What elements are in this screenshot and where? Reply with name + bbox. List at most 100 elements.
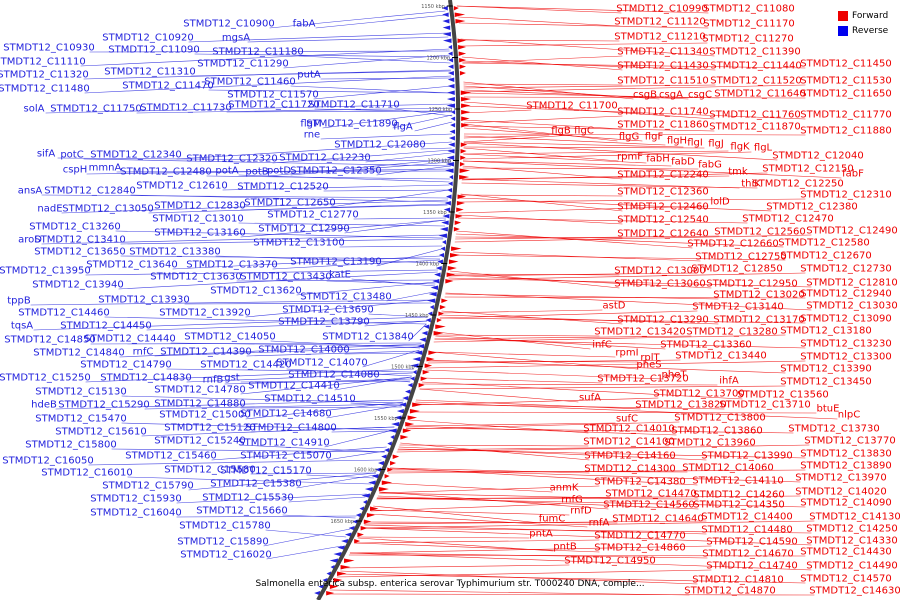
gene-connector [448, 272, 806, 281]
gene-label: STMDT12_C13620 [210, 286, 301, 297]
gene-label: STMDT12_C15240 [154, 436, 245, 447]
gene-connector [434, 338, 806, 349]
gene-label: STMDT12_C12940 [800, 289, 891, 300]
gene-label: rnfC [133, 347, 154, 358]
forward-gene-arrow [329, 584, 339, 589]
reverse-gene-arrow [430, 285, 439, 290]
gene-label: STMDT12_C13800 [674, 413, 765, 424]
gene-label: nadE [37, 204, 62, 215]
gene-label: STMDT12_C13180 [780, 326, 871, 337]
gene-connector [448, 277, 812, 288]
gene-label: STMDT12_C13170 [713, 315, 804, 326]
gene-connector [371, 509, 570, 516]
forward-gene-arrow [453, 227, 460, 232]
gene-connector [238, 222, 445, 227]
gene-label: STMDT12_C13060 [614, 279, 705, 290]
gene-label: STMDT12_C14950 [564, 556, 655, 567]
gene-connector [441, 310, 623, 325]
gene-connector [265, 529, 347, 538]
forward-gene-arrow [326, 591, 335, 596]
scale-tick-label: 1600 kbp [354, 468, 378, 474]
gene-label: STMDT12_C14870 [684, 586, 775, 597]
forward-gene-arrow [337, 571, 347, 576]
reverse-gene-arrow [446, 103, 456, 108]
gene-label: flgK [730, 142, 750, 153]
gene-connector [144, 403, 403, 410]
forward-gene-arrow [458, 45, 467, 50]
gene-label: STMDT12_C16020 [180, 550, 271, 561]
gene-connector [84, 75, 452, 94]
gene-connector [286, 368, 412, 377]
reverse-gene-arrow [442, 32, 451, 37]
gene-connector [376, 497, 806, 508]
gene-connector [426, 360, 806, 369]
forward-gene-arrow [400, 435, 409, 440]
gene-label: STMDT12_C15660 [196, 506, 287, 517]
gene-connector [376, 495, 801, 500]
gene-connector [462, 56, 623, 71]
gene-connector [344, 219, 446, 234]
gene-connector [238, 174, 450, 183]
gene-label: flgJ [708, 139, 724, 150]
gene-connector [463, 83, 623, 86]
gene-label: csgB [633, 90, 657, 101]
gene-connector [460, 39, 620, 42]
gene-connector [341, 564, 570, 569]
gene-label: STMDT12_C13050 [62, 204, 153, 215]
gene-connector [222, 184, 450, 191]
forward-gene-arrow [461, 116, 470, 121]
gene-label: STMDT12_C11530 [800, 76, 891, 87]
gene-label: STMDT12_C13930 [98, 295, 189, 306]
gene-connector [320, 77, 452, 80]
gene-label: STMDT12_C13360 [660, 340, 751, 351]
gene-connector [377, 495, 699, 510]
gene-connector [440, 314, 719, 325]
gene-connector [268, 158, 452, 177]
gene-connector [388, 470, 688, 473]
gene-label: STMDT12_C11710 [308, 100, 399, 111]
forward-gene-arrow [461, 103, 471, 108]
gene-label: nlpC [838, 410, 860, 421]
gene-label: STMDT12_C13100 [253, 238, 344, 249]
gene-label: STMDT12_C13960 [664, 438, 755, 449]
gene-label: STMDT12_C14070 [276, 358, 367, 369]
gene-connector [250, 472, 376, 475]
forward-gene-arrow [418, 383, 425, 388]
gene-connector [454, 234, 812, 243]
gene-connector [57, 157, 451, 162]
gene-connector [398, 446, 707, 461]
gene-label: flgF [645, 132, 664, 143]
gene-connector [373, 505, 541, 524]
gene-connector [33, 316, 429, 331]
gene-label: flgG [619, 132, 639, 143]
gene-label: STMDT12_C13770 [804, 436, 895, 447]
gene-connector [283, 54, 450, 69]
gene-label: STMDT12_C14110 [692, 476, 783, 487]
gene-connector [190, 70, 451, 77]
forward-gene-arrow [392, 454, 400, 459]
gene-connector [120, 238, 444, 245]
gene-connector [427, 359, 681, 364]
gene-connector [460, 197, 772, 212]
gene-label: thiK [741, 179, 761, 190]
gene-label: STMDT12_C11510 [617, 76, 708, 87]
forward-gene-arrow [402, 428, 412, 433]
forward-gene-arrow [457, 38, 467, 43]
reverse-gene-arrow [341, 539, 349, 544]
gene-connector [463, 92, 720, 99]
gene-connector [337, 569, 712, 578]
forward-gene-arrow [439, 305, 446, 310]
forward-gene-arrow [344, 558, 355, 563]
reverse-gene-arrow [448, 181, 453, 186]
gene-label: flgB [551, 126, 571, 137]
gene-connector [111, 448, 385, 453]
reverse-gene-arrow [314, 591, 321, 596]
reverse-gene-arrow [448, 142, 455, 147]
reverse-gene-arrow [412, 357, 421, 362]
gene-label: STMDT12_C13650 [34, 247, 125, 258]
gene-connector [394, 108, 453, 117]
gene-connector [463, 84, 806, 93]
gene-label: STMDT12_C13410 [34, 235, 125, 246]
reverse-gene-arrow [368, 480, 376, 485]
forward-gene-arrow [412, 402, 423, 407]
